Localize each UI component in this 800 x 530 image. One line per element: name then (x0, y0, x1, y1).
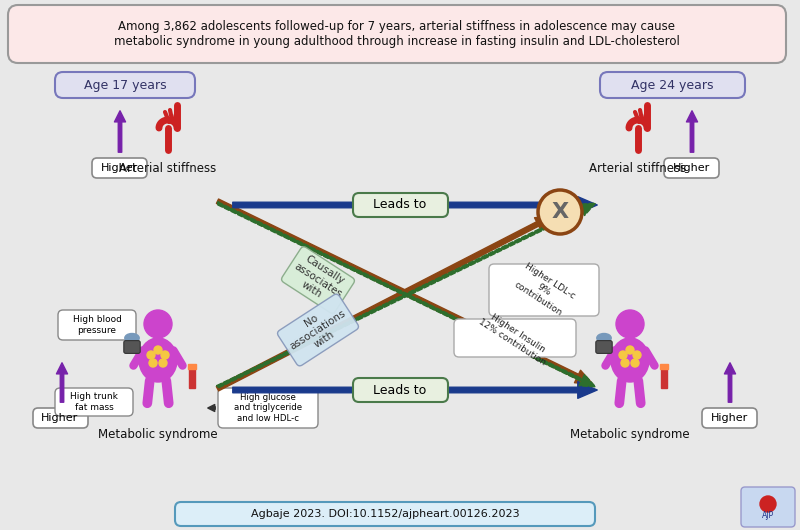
Text: Leads to: Leads to (374, 384, 426, 396)
Circle shape (626, 346, 634, 354)
Circle shape (161, 351, 169, 359)
FancyArrowPatch shape (134, 350, 142, 366)
Circle shape (154, 346, 162, 354)
FancyArrowPatch shape (638, 381, 641, 403)
FancyArrowPatch shape (606, 350, 614, 366)
FancyBboxPatch shape (600, 72, 745, 98)
FancyArrowPatch shape (208, 404, 215, 411)
FancyArrowPatch shape (216, 216, 553, 391)
Text: Agbaje 2023. DOI:10.1152/ajpheart.00126.2023: Agbaje 2023. DOI:10.1152/ajpheart.00126.… (250, 509, 519, 519)
Text: Among 3,862 adolescents followed-up for 7 years, arterial stiffness in adolescen: Among 3,862 adolescents followed-up for … (114, 20, 680, 48)
FancyBboxPatch shape (664, 158, 719, 178)
Bar (661, 365, 667, 369)
FancyBboxPatch shape (353, 193, 448, 217)
FancyBboxPatch shape (58, 310, 136, 340)
FancyArrowPatch shape (217, 202, 595, 387)
Circle shape (621, 359, 629, 367)
Circle shape (147, 351, 155, 359)
Text: Higher: Higher (42, 413, 78, 423)
Bar (190, 368, 194, 388)
Ellipse shape (125, 333, 139, 342)
Text: Arterial stiffness: Arterial stiffness (590, 162, 686, 175)
FancyArrowPatch shape (217, 203, 595, 388)
Text: High trunk
fat mass: High trunk fat mass (70, 392, 118, 412)
Bar (189, 365, 195, 369)
Circle shape (616, 310, 644, 338)
FancyArrowPatch shape (233, 382, 598, 399)
Circle shape (631, 359, 639, 367)
Ellipse shape (597, 333, 611, 342)
Text: AJP: AJP (762, 511, 774, 520)
FancyArrowPatch shape (686, 111, 698, 152)
Text: High glucose
and triglyceride
and low HDL-c: High glucose and triglyceride and low HD… (234, 393, 302, 423)
Text: Higher: Higher (100, 163, 138, 173)
Circle shape (538, 190, 582, 234)
Circle shape (760, 496, 776, 512)
FancyArrowPatch shape (114, 111, 126, 152)
Circle shape (144, 310, 172, 338)
FancyBboxPatch shape (218, 388, 318, 428)
Text: X: X (551, 202, 569, 222)
Text: Age 24 years: Age 24 years (630, 78, 714, 92)
FancyArrowPatch shape (174, 350, 182, 366)
Text: Metabolic syndrome: Metabolic syndrome (570, 428, 690, 441)
FancyBboxPatch shape (702, 408, 757, 428)
FancyArrowPatch shape (233, 197, 598, 214)
FancyBboxPatch shape (489, 264, 599, 316)
Ellipse shape (611, 338, 649, 382)
Text: Causally
associates
with: Causally associates with (286, 251, 350, 309)
FancyBboxPatch shape (55, 388, 133, 416)
Text: High blood
pressure: High blood pressure (73, 315, 122, 335)
FancyArrowPatch shape (619, 381, 622, 403)
FancyBboxPatch shape (175, 502, 595, 526)
Text: Higher: Higher (672, 163, 710, 173)
FancyArrowPatch shape (217, 199, 593, 384)
Circle shape (633, 351, 641, 359)
FancyBboxPatch shape (454, 319, 576, 357)
FancyBboxPatch shape (596, 341, 612, 354)
Text: Higher: Higher (710, 413, 748, 423)
FancyBboxPatch shape (353, 378, 448, 402)
FancyBboxPatch shape (55, 72, 195, 98)
Ellipse shape (139, 338, 177, 382)
FancyArrowPatch shape (646, 350, 654, 366)
FancyBboxPatch shape (33, 408, 88, 428)
Bar (662, 368, 666, 388)
FancyBboxPatch shape (8, 5, 786, 63)
FancyBboxPatch shape (741, 487, 795, 527)
Text: Arterial stiffness: Arterial stiffness (119, 162, 217, 175)
FancyArrowPatch shape (57, 363, 67, 402)
FancyBboxPatch shape (124, 341, 140, 354)
FancyArrowPatch shape (166, 381, 169, 403)
Circle shape (619, 351, 627, 359)
FancyArrowPatch shape (725, 363, 735, 402)
Circle shape (159, 359, 167, 367)
FancyBboxPatch shape (92, 158, 147, 178)
Text: No
associations
with: No associations with (282, 298, 354, 361)
Text: Age 17 years: Age 17 years (84, 78, 166, 92)
FancyArrowPatch shape (147, 381, 150, 403)
Text: Leads to: Leads to (374, 199, 426, 211)
Circle shape (149, 359, 157, 367)
Text: Metabolic syndrome: Metabolic syndrome (98, 428, 218, 441)
Text: Higher LDL-c
9%
contribution: Higher LDL-c 9% contribution (511, 262, 577, 319)
Text: Higher Insulin
12% contribution: Higher Insulin 12% contribution (477, 308, 553, 367)
